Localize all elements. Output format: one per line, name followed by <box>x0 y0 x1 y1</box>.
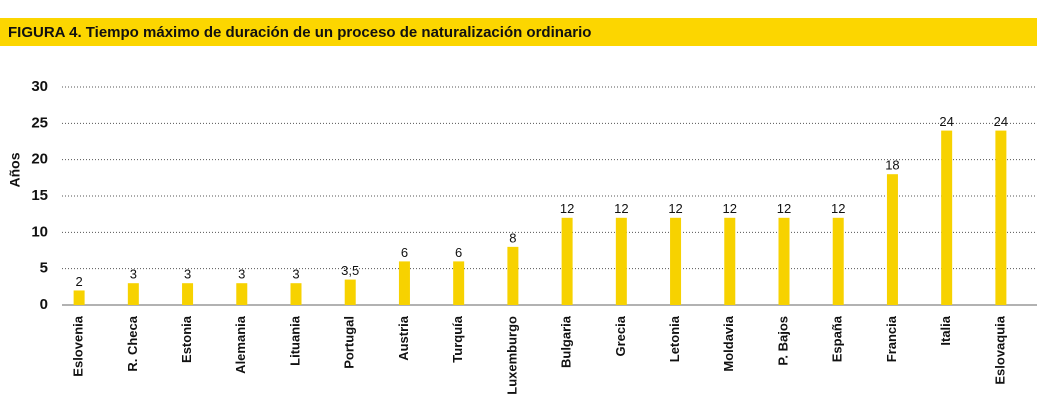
value-label: 24 <box>994 114 1008 129</box>
x-tick-label: Eslovaquia <box>992 315 1007 384</box>
x-tick-label: P. Bajos <box>775 316 790 366</box>
x-tick-label: Bulgaria <box>559 315 574 368</box>
value-label: 12 <box>777 201 791 216</box>
chart-title: FIGURA 4. Tiempo máximo de duración de u… <box>8 24 591 41</box>
bar <box>941 130 953 305</box>
bar <box>832 217 844 305</box>
bar <box>453 261 465 305</box>
x-tick-label: Luxemburgo <box>504 316 519 395</box>
bar <box>724 217 736 305</box>
x-tick-label: Moldavia <box>721 315 736 371</box>
bar <box>398 261 410 305</box>
bar <box>615 217 627 305</box>
value-label: 3 <box>130 267 137 282</box>
value-label: 18 <box>885 158 899 173</box>
x-tick-label: Alemania <box>233 315 248 374</box>
y-tick-label: 10 <box>31 223 48 240</box>
x-tick-label: Francia <box>884 315 899 362</box>
x-tick-label: Italia <box>938 315 953 345</box>
y-tick-label: 0 <box>40 296 48 313</box>
bar <box>73 290 85 305</box>
bar <box>236 283 248 305</box>
value-label: 12 <box>668 201 682 216</box>
bar <box>127 283 139 305</box>
value-label: 3 <box>292 267 299 282</box>
value-label: 2 <box>75 274 82 289</box>
bar <box>344 279 356 305</box>
value-label: 24 <box>939 114 953 129</box>
x-tick-label: Turquía <box>450 315 465 362</box>
x-tick-label: Portugal <box>342 316 357 369</box>
x-tick-label: España <box>830 315 845 362</box>
title-banner <box>0 18 1037 46</box>
value-label: 3,5 <box>341 263 359 278</box>
value-label: 12 <box>831 201 845 216</box>
value-label: 6 <box>401 245 408 260</box>
bar <box>670 217 682 305</box>
x-tick-label: Estonia <box>179 315 194 363</box>
y-axis-label: Años <box>7 152 23 187</box>
y-tick-label: 15 <box>31 187 48 204</box>
value-label: 3 <box>238 267 245 282</box>
x-tick-label: Lituania <box>287 315 302 366</box>
x-tick-label: Grecia <box>613 315 628 356</box>
bar <box>995 130 1007 305</box>
value-label: 8 <box>509 230 516 245</box>
y-tick-label: 5 <box>40 260 48 277</box>
bar <box>182 283 194 305</box>
x-tick-label: R. Checa <box>125 315 140 371</box>
x-tick-label: Austria <box>396 315 411 361</box>
y-tick-label: 30 <box>31 78 48 95</box>
y-tick-label: 20 <box>31 151 48 168</box>
bar <box>778 217 790 305</box>
value-label: 12 <box>560 201 574 216</box>
y-tick-label: 25 <box>31 114 48 131</box>
value-label: 6 <box>455 245 462 260</box>
value-label: 3 <box>184 267 191 282</box>
bar <box>886 174 898 305</box>
x-tick-label: Eslovenia <box>71 315 86 376</box>
x-tick-label: Letonia <box>667 315 682 362</box>
bar <box>507 246 519 305</box>
value-label: 12 <box>723 201 737 216</box>
value-label: 12 <box>614 201 628 216</box>
bar <box>290 283 302 305</box>
bar <box>561 217 573 305</box>
